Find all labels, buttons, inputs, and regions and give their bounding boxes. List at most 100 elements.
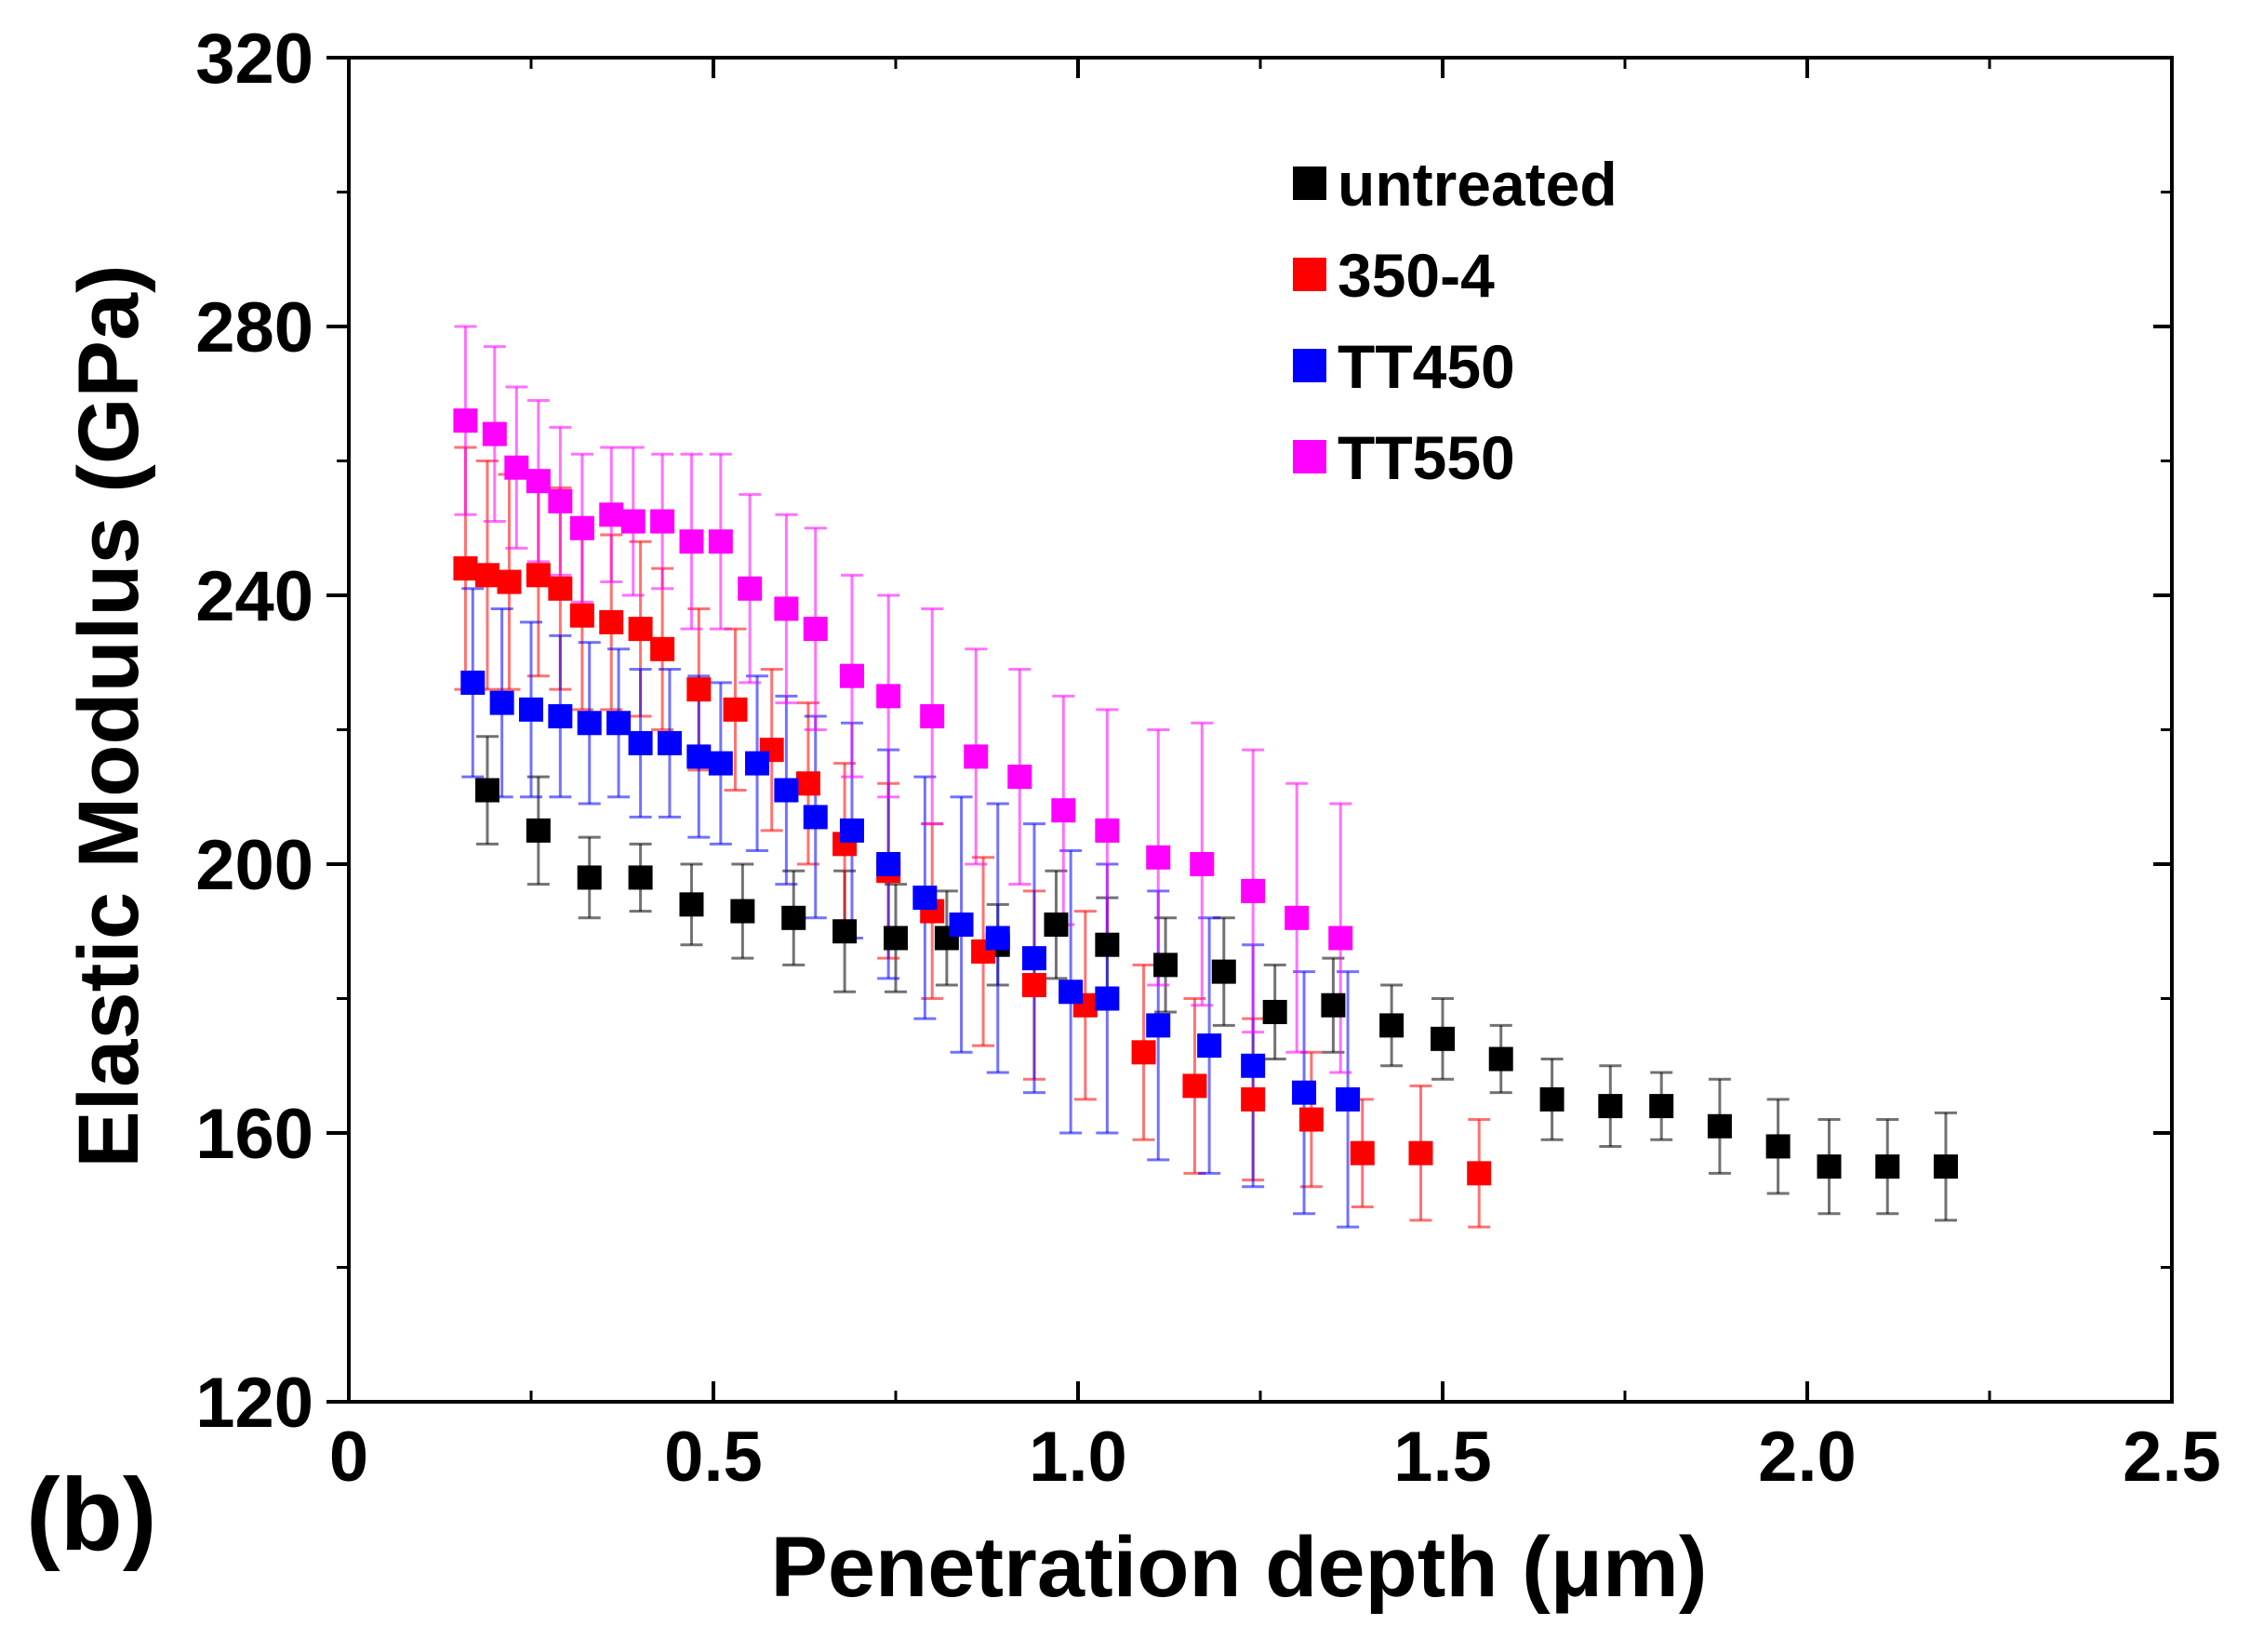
data-point-untreated — [577, 865, 602, 890]
data-point-tt450 — [912, 886, 938, 911]
data-point-tt550 — [1095, 818, 1120, 843]
data-point-350-4 — [723, 697, 748, 722]
data-point-tt550 — [708, 529, 733, 554]
data-point-tt550 — [803, 617, 828, 642]
data-point-tt450 — [606, 711, 632, 736]
legend: untreated 350-4 TT450 TT550 — [1293, 150, 1618, 492]
data-point-350-4 — [474, 563, 499, 588]
data-point-tt450 — [577, 711, 602, 736]
data-point-tt450 — [839, 818, 864, 843]
data-point-350-4 — [1131, 1040, 1156, 1065]
data-point-untreated — [1095, 932, 1120, 957]
x-axis-title: Penetration depth (μm) — [771, 1520, 1708, 1615]
data-point-350-4 — [569, 603, 594, 628]
data-point-350-4 — [1241, 1086, 1266, 1112]
data-point-tt450 — [745, 751, 770, 776]
data-point-tt550 — [453, 408, 478, 433]
data-point-untreated — [628, 865, 653, 890]
data-point-tt450 — [657, 730, 682, 755]
data-point-tt550 — [1146, 845, 1171, 870]
data-point-tt550 — [1285, 905, 1310, 930]
data-point-untreated — [1488, 1046, 1513, 1072]
data-point-tt550 — [548, 488, 573, 513]
data-point-tt450 — [628, 730, 653, 755]
data-point-untreated — [1262, 999, 1287, 1024]
data-point-tt550 — [1007, 765, 1032, 790]
data-point-tt550 — [482, 421, 507, 446]
data-point-tt550 — [1190, 852, 1215, 876]
data-point-untreated — [884, 926, 908, 951]
data-point-tt450 — [460, 670, 486, 695]
y-tick-label: 280 — [195, 288, 313, 367]
data-point-350-4 — [1408, 1140, 1433, 1166]
data-point-untreated — [832, 919, 858, 944]
data-point-untreated — [679, 892, 704, 917]
data-point-350-4 — [599, 609, 624, 634]
data-point-untreated — [1707, 1113, 1732, 1139]
x-tick-label: 2.5 — [2123, 1418, 2221, 1497]
data-point-350-4 — [1182, 1073, 1207, 1099]
x-tick-label: 0 — [329, 1418, 368, 1497]
data-point-untreated — [1598, 1094, 1623, 1119]
data-point-tt550 — [920, 704, 945, 729]
legend-label-untreated: untreated — [1338, 150, 1618, 219]
data-point-350-4 — [628, 617, 653, 642]
data-point-tt550 — [620, 509, 646, 534]
data-point-untreated — [1933, 1154, 1958, 1179]
data-point-tt450 — [1292, 1080, 1317, 1105]
data-point-350-4 — [526, 563, 551, 588]
data-point-untreated — [730, 899, 755, 924]
data-point-untreated — [474, 778, 499, 803]
legend-marker-350-4 — [1293, 258, 1326, 291]
data-point-tt550 — [774, 596, 799, 621]
data-point-tt450 — [1058, 979, 1084, 1005]
data-point-untreated — [1539, 1086, 1564, 1112]
data-point-untreated — [1875, 1154, 1900, 1179]
x-tick-label: 1.5 — [1393, 1418, 1492, 1497]
data-point-tt450 — [949, 913, 974, 938]
data-point-tt450 — [876, 852, 901, 876]
data-point-350-4 — [686, 677, 712, 702]
legend-label-tt450: TT450 — [1338, 332, 1515, 401]
data-markers — [453, 408, 1958, 1186]
data-point-tt550 — [650, 509, 675, 534]
data-point-tt450 — [1197, 1033, 1222, 1059]
data-point-tt450 — [985, 926, 1010, 951]
data-point-untreated — [781, 905, 806, 930]
legend-label-tt550: TT550 — [1338, 423, 1515, 492]
y-axis-title: Elastic Modulus (GPa) — [61, 264, 156, 1167]
data-point-tt450 — [803, 805, 828, 830]
data-point-350-4 — [1021, 973, 1046, 998]
x-tick-label: 1.0 — [1029, 1418, 1127, 1497]
data-point-tt550 — [1328, 926, 1353, 951]
data-point-tt450 — [686, 744, 712, 769]
data-point-tt450 — [774, 778, 799, 803]
data-point-tt450 — [519, 697, 543, 722]
data-point-untreated — [1649, 1094, 1674, 1119]
y-tick-label: 320 — [195, 20, 313, 99]
data-point-untreated — [526, 818, 551, 843]
data-point-tt550 — [1241, 878, 1266, 903]
data-point-350-4 — [1467, 1161, 1492, 1186]
data-point-tt550 — [504, 455, 529, 480]
data-point-350-4 — [497, 569, 522, 594]
data-point-tt550 — [876, 684, 901, 709]
panel-label: (b) — [26, 1458, 156, 1572]
data-point-tt550 — [526, 469, 551, 494]
data-point-tt550 — [599, 502, 624, 527]
y-tick-label: 200 — [195, 826, 313, 905]
data-point-tt450 — [489, 690, 514, 715]
data-point-tt450 — [1336, 1086, 1361, 1112]
data-point-tt450 — [548, 704, 573, 729]
axis-ticks: 0 0.5 1.0 1.5 2.0 2.5 120 160 200 240 280 320 — [195, 20, 2221, 1497]
data-point-tt550 — [738, 576, 763, 601]
x-tick-label: 2.0 — [1758, 1418, 1857, 1497]
data-point-untreated — [1379, 1013, 1405, 1038]
y-tick-label: 160 — [195, 1095, 313, 1174]
data-point-tt550 — [679, 529, 704, 554]
data-point-350-4 — [650, 636, 675, 661]
data-point-tt550 — [569, 515, 594, 540]
data-point-350-4 — [1350, 1140, 1375, 1166]
